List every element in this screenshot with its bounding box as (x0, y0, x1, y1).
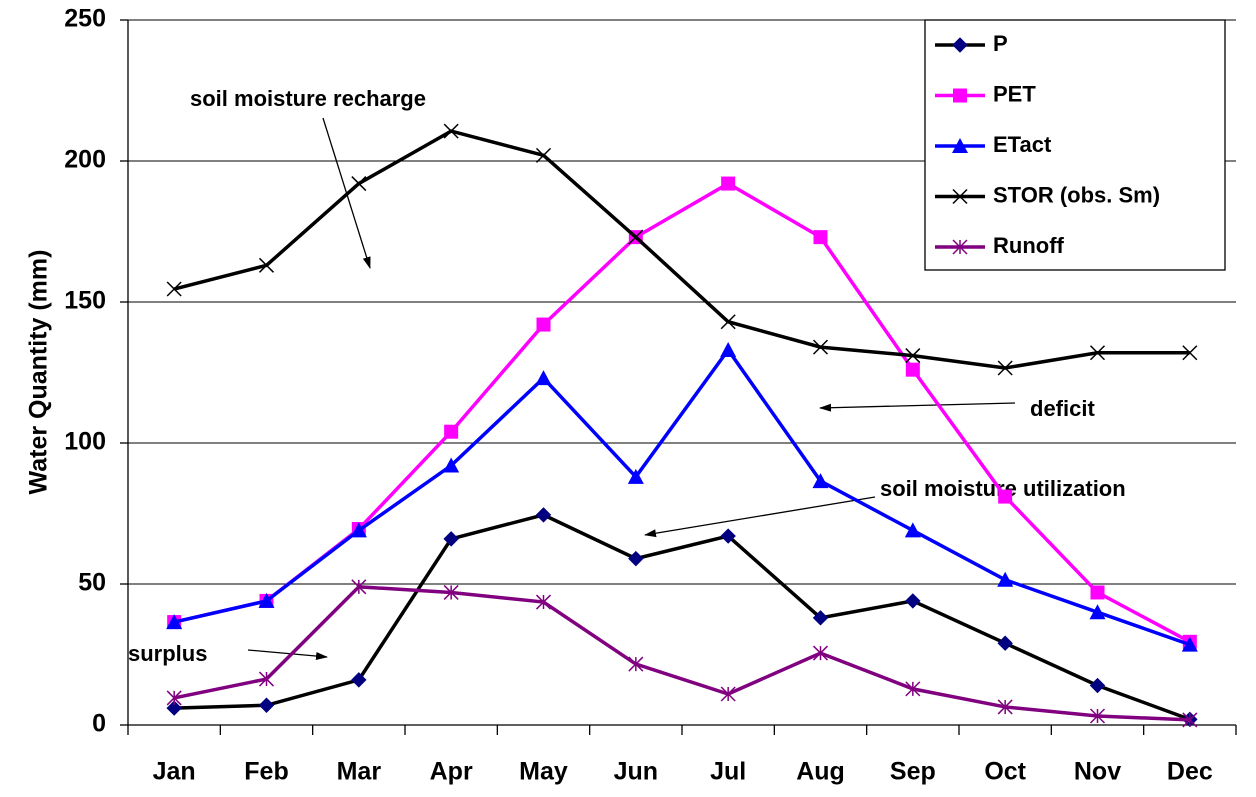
marker (812, 610, 829, 626)
x-tick-label: Aug (796, 758, 845, 786)
x-tick-label: Apr (430, 758, 473, 786)
marker (721, 176, 736, 191)
series-line (173, 129, 1190, 370)
legend-label: STOR (obs. Sm) (993, 182, 1160, 207)
series-line (173, 346, 1191, 647)
marker (351, 672, 367, 688)
marker (535, 507, 552, 523)
marker (351, 579, 367, 595)
marker (350, 522, 367, 538)
marker (258, 697, 275, 713)
annotation-arrow (247, 649, 328, 661)
y-tick-label: 200 (64, 146, 106, 174)
marker (443, 457, 460, 473)
series-line (173, 585, 1190, 722)
legend-label: PET (993, 81, 1036, 106)
marker (720, 314, 736, 330)
x-tick-label: Jul (710, 758, 746, 786)
marker (997, 571, 1014, 587)
y-tick-label: 50 (78, 569, 106, 597)
marker (1090, 585, 1105, 600)
marker (628, 656, 644, 672)
marker (166, 690, 182, 706)
grid (120, 19, 1237, 735)
annotation: surplus (128, 641, 207, 666)
y-tick-label: 0 (92, 710, 106, 738)
marker (535, 594, 552, 610)
annotation: deficit (1030, 396, 1095, 421)
marker (536, 317, 551, 332)
marker (535, 370, 552, 386)
marker (812, 339, 829, 355)
legend-marker (952, 37, 968, 53)
marker (905, 593, 921, 609)
marker (720, 686, 736, 702)
annotation-arrow (644, 496, 876, 538)
marker (1089, 604, 1106, 620)
y-tick-label: 100 (64, 428, 106, 456)
legend-label: P (993, 31, 1008, 56)
legend-marker (953, 88, 967, 103)
x-tick-label: Feb (244, 758, 288, 786)
y-tick-label: 150 (64, 287, 106, 315)
marker (166, 614, 183, 630)
marker (812, 645, 829, 661)
x-tick-label: Oct (984, 758, 1026, 786)
legend-label: ETact (993, 132, 1052, 157)
marker (905, 362, 920, 377)
x-tick-label: Nov (1074, 758, 1121, 786)
x-tick-label: Dec (1167, 758, 1213, 786)
x-tick-label: Sep (890, 758, 936, 786)
marker (443, 123, 459, 139)
annotation: soil moisture recharge (190, 86, 426, 111)
y-tick-label: 250 (64, 5, 106, 33)
series-line (174, 513, 1191, 722)
marker (443, 531, 459, 547)
marker (628, 550, 644, 567)
marker (627, 468, 644, 484)
marker (1089, 708, 1106, 724)
legend-marker (952, 239, 968, 255)
marker (720, 341, 737, 357)
marker (998, 489, 1013, 504)
marker (1182, 345, 1198, 361)
x-tick-label: Mar (337, 758, 382, 786)
marker (1181, 636, 1198, 652)
marker (813, 230, 828, 245)
x-tick-label: May (519, 758, 568, 786)
marker (258, 671, 275, 687)
marker (997, 635, 1013, 651)
marker (444, 424, 459, 439)
marker (166, 700, 182, 716)
legend-marker (952, 188, 968, 205)
marker (443, 584, 459, 600)
marker (905, 681, 921, 697)
marker (1089, 345, 1106, 361)
marker (997, 360, 1013, 376)
legend-label: Runoff (993, 233, 1065, 258)
annotation-arrow (819, 402, 1016, 412)
marker (904, 522, 921, 538)
marker (351, 176, 367, 192)
marker (720, 528, 736, 544)
marker (1089, 677, 1106, 694)
marker (535, 147, 552, 163)
marker (258, 592, 275, 608)
marker (997, 699, 1013, 715)
marker (258, 257, 275, 273)
x-tick-label: Jun (614, 758, 658, 786)
legend-marker (952, 138, 968, 153)
y-axis-label: Water Quantity (mm) (25, 250, 53, 495)
marker (166, 281, 182, 297)
marker (905, 348, 921, 364)
marker (812, 473, 829, 489)
marker (1182, 712, 1198, 728)
x-tick-label: Jan (153, 758, 196, 786)
marker (628, 229, 644, 245)
